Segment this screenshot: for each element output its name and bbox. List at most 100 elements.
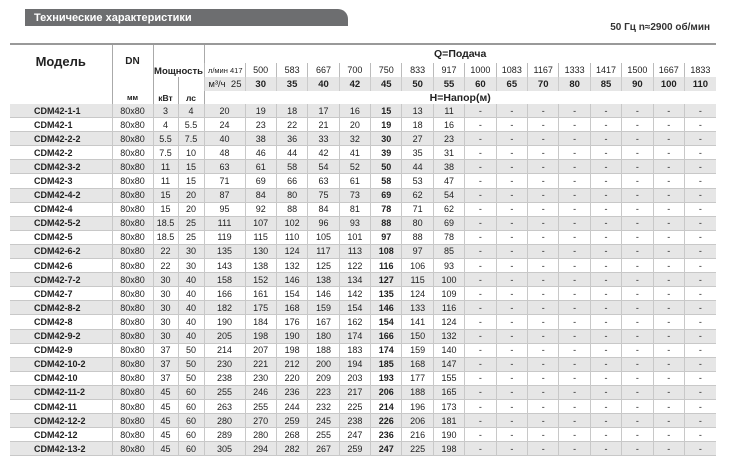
- head-cell: -: [527, 413, 559, 429]
- head-cell: -: [652, 371, 685, 386]
- head-cell: 117: [307, 244, 340, 260]
- head-cell: -: [558, 202, 591, 217]
- dn-cell: 80x80: [111, 272, 153, 288]
- m3h-value: 90: [621, 77, 654, 91]
- table-row: CDM42-8 80x80 30 40 190 184 176 167 162 154 141 124…: [10, 314, 716, 330]
- hp-cell: 15: [177, 173, 204, 189]
- model-cell: CDM42-7: [10, 286, 112, 302]
- head-cell: 102: [275, 216, 308, 231]
- head-cell: -: [589, 329, 622, 344]
- head-cell: 147: [432, 357, 465, 372]
- head-cell: 101: [338, 230, 371, 245]
- head-cell: -: [558, 258, 591, 274]
- head-cell: -: [589, 131, 622, 147]
- head-cell: 200: [307, 357, 340, 372]
- head-cell: 63: [307, 173, 340, 189]
- head-cell: 84: [244, 188, 277, 203]
- head-cell: -: [683, 343, 716, 358]
- head-cell: -: [589, 258, 622, 274]
- kw-cell: 4: [152, 117, 178, 133]
- head-cell: -: [621, 357, 654, 372]
- head-cell: 185: [370, 357, 402, 372]
- head-cell: 180: [307, 329, 340, 344]
- dn-cell: 80x80: [111, 216, 153, 231]
- head-cell: 38: [432, 159, 465, 175]
- kw-cell: 30: [152, 314, 178, 330]
- kw-cell: 15: [152, 202, 178, 217]
- table-row: CDM42-3-2 80x80 11 15 63 61 58 54 52 50 44 38- - - - - -…: [10, 159, 716, 175]
- hp-cell: 7.5: [177, 131, 204, 147]
- head-cell: 115: [244, 230, 277, 245]
- head-cell: 116: [432, 300, 465, 316]
- head-cell: -: [464, 427, 497, 443]
- model-cell: CDM42-10-2: [10, 357, 112, 372]
- head-cell: 245: [307, 413, 340, 429]
- head-cell: -: [589, 145, 622, 161]
- head-cell: -: [527, 385, 559, 400]
- head-cell: -: [495, 188, 528, 203]
- head-cell: 124: [275, 244, 308, 260]
- head-cell: -: [589, 314, 622, 330]
- head-cell: 188: [401, 385, 434, 400]
- dn-cell: 80x80: [111, 173, 153, 189]
- head-cell: -: [683, 385, 716, 400]
- head-cell: -: [621, 399, 654, 415]
- table-row: CDM42-7-2 80x80 30 40 158 152 146 138 134 127 115 1…: [10, 272, 716, 288]
- head-cell: -: [464, 329, 497, 344]
- model-cell: CDM42-12-2: [10, 413, 112, 429]
- head-cell: -: [589, 173, 622, 189]
- table-row: CDM42-2-2 80x80 5.5 7.5 40 38 36 33 32 30 27 23- - - -…: [10, 131, 716, 147]
- hp-cell: 60: [177, 441, 204, 456]
- head-cell: -: [683, 173, 716, 189]
- head-cell: 88: [275, 202, 308, 217]
- dn-cell: 80x80: [111, 314, 153, 330]
- head-cell: 142: [338, 286, 371, 302]
- head-cell: -: [589, 188, 622, 203]
- kw-cell: 30: [152, 286, 178, 302]
- head-cell: -: [621, 314, 654, 330]
- dn-cell: 80x80: [111, 202, 153, 217]
- table-row: CDM42-9-2 80x80 30 40 205 198 190 180 174 166 150 1…: [10, 329, 716, 344]
- head-cell: 62: [432, 202, 465, 217]
- lpm-value: 583: [275, 63, 308, 77]
- head-cell: 138: [307, 272, 340, 288]
- head-cell: -: [683, 300, 716, 316]
- m3h-value: 100: [652, 77, 685, 91]
- head-cell: 166: [370, 329, 402, 344]
- head-cell: 146: [370, 300, 402, 316]
- head-cell: -: [621, 244, 654, 260]
- dn-cell: 80x80: [111, 385, 153, 400]
- head-cell: -: [464, 131, 497, 147]
- head-cell: -: [464, 371, 497, 386]
- table-row: CDM42-10 80x80 37 50 238 230 220 209 203 193 177 15…: [10, 371, 716, 386]
- dn-cell: 80x80: [111, 145, 153, 161]
- head-cell: -: [558, 145, 591, 161]
- head-cell: -: [589, 230, 622, 245]
- lpm-unit-cell: л/мин 417: [203, 63, 245, 77]
- m3h-value: 25: [230, 78, 242, 90]
- hp-cell: 40: [177, 329, 204, 344]
- head-cell: -: [683, 202, 716, 217]
- model-cell: CDM42-4: [10, 202, 112, 217]
- head-cell: -: [621, 159, 654, 175]
- head-cell: -: [527, 357, 559, 372]
- m3h-value: 70: [527, 77, 559, 91]
- head-cell: -: [558, 343, 591, 358]
- head-cell: -: [464, 314, 497, 330]
- head-cell: -: [527, 104, 559, 119]
- head-cell: 111: [203, 216, 245, 231]
- m3h-value: 45: [370, 77, 402, 91]
- table-row: CDM42-4 80x80 15 20 95 92 88 84 81 78 71 62- - - - - - - -: [10, 202, 716, 217]
- head-cell: 63: [203, 159, 245, 175]
- head-cell: 88: [370, 216, 402, 231]
- head-cell: 190: [203, 314, 245, 330]
- head-cell: -: [652, 258, 685, 274]
- head-cell: -: [464, 343, 497, 358]
- head-cell: 69: [370, 188, 402, 203]
- head-cell: -: [589, 159, 622, 175]
- head-cell: 207: [244, 343, 277, 358]
- head-cell: -: [495, 329, 528, 344]
- head-cell: -: [558, 357, 591, 372]
- hp-cell: 25: [177, 230, 204, 245]
- head-cell: -: [683, 314, 716, 330]
